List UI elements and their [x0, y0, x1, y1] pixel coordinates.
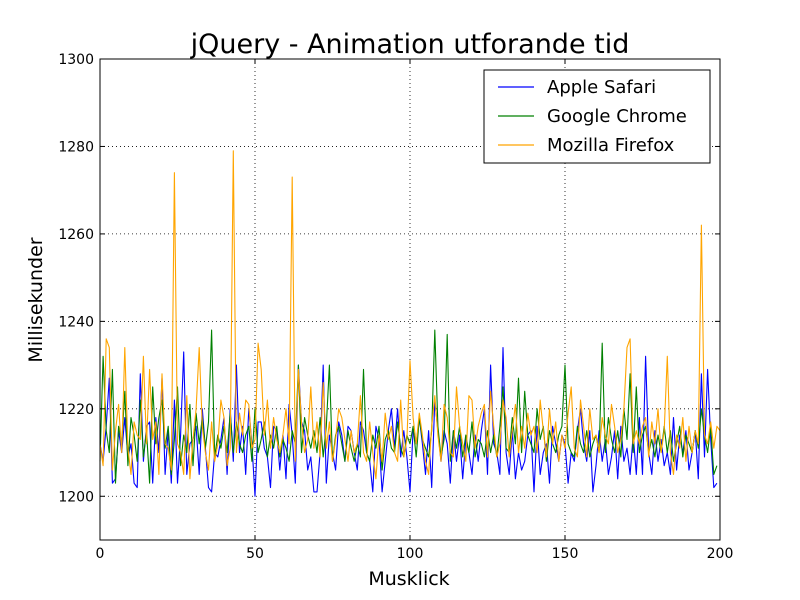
- x-tick-label: 200: [707, 546, 734, 562]
- y-tick-label: 1300: [58, 52, 94, 68]
- series-line-mozilla-firefox: [99, 150, 721, 480]
- y-tick-label: 1220: [58, 402, 94, 418]
- series-group: [99, 150, 721, 497]
- y-axis-title: Millisekunder: [25, 237, 47, 362]
- legend-label: Apple Safari: [547, 77, 656, 98]
- legend: Apple Safari Google Chrome Mozilla Firefox: [483, 69, 711, 164]
- y-tick-label: 1260: [58, 227, 94, 243]
- x-tick-label: 50: [246, 546, 264, 562]
- series-line-google-chrome: [99, 329, 718, 484]
- chart-title: jQuery - Animation utforande tid: [190, 29, 630, 60]
- x-tick-label: 150: [552, 546, 579, 562]
- x-axis-title: Musklick: [368, 568, 449, 590]
- legend-label: Mozilla Firefox: [547, 135, 675, 156]
- legend-label: Google Chrome: [547, 106, 687, 127]
- y-tick-label: 1200: [58, 489, 94, 505]
- axis-ticks: 0 50 100 150 200 1200 1220 1240 1260 1280 1300: [58, 52, 733, 562]
- x-tick-label: 0: [96, 546, 105, 562]
- y-tick-label: 1280: [58, 139, 94, 155]
- x-tick-label: 100: [397, 546, 424, 562]
- series-line-apple-safari: [99, 347, 718, 497]
- y-tick-label: 1240: [58, 314, 94, 330]
